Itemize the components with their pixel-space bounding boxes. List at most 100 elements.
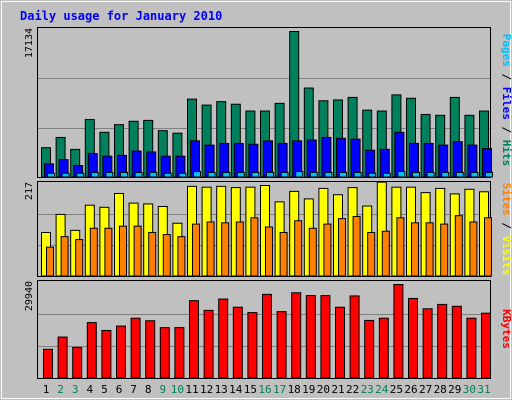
bar-kbytes-day-2 <box>57 336 68 379</box>
bar-sites-day-28 <box>440 223 449 277</box>
bar-sites-day-17 <box>279 231 288 277</box>
bar-pages-day-29 <box>455 171 464 178</box>
bar-sites-day-30 <box>469 221 478 277</box>
day-label-27: 27 <box>419 383 432 396</box>
legend-part-1-0: Sites <box>500 183 512 216</box>
bar-sites-day-12 <box>206 221 215 277</box>
day-label-30: 30 <box>463 383 476 396</box>
bar-pages-day-23 <box>368 172 377 178</box>
bar-kbytes-day-15 <box>247 312 258 379</box>
bar-sites-day-31 <box>484 217 492 277</box>
legend-part-0-4: Hits <box>500 140 512 167</box>
bar-sites-day-19 <box>308 227 317 277</box>
day-label-10: 10 <box>171 383 184 396</box>
bar-files-day-19 <box>306 139 317 178</box>
bar-pages-day-12 <box>207 171 216 178</box>
outer-bevel <box>1 1 511 399</box>
legend-kbytes: KBytes <box>500 309 512 349</box>
day-label-18: 18 <box>288 383 301 396</box>
bar-pages-day-14 <box>236 171 245 178</box>
bar-sites-day-5 <box>104 227 113 277</box>
day-label-25: 25 <box>390 383 403 396</box>
bar-files-day-20 <box>321 136 332 178</box>
bar-sites-day-9 <box>162 234 171 277</box>
day-label-17: 17 <box>273 383 286 396</box>
legend-part-0-0: Pages <box>500 34 512 67</box>
bar-pages-day-17 <box>280 171 289 178</box>
bar-pages-day-8 <box>149 171 158 178</box>
bar-pages-day-6 <box>120 171 128 178</box>
bar-pages-day-24 <box>382 172 391 178</box>
legend-part-0-1: / <box>500 67 512 87</box>
bar-kbytes-day-6 <box>116 325 126 379</box>
legend-part-0-2: Files <box>500 87 512 120</box>
bar-kbytes-day-12 <box>203 309 214 379</box>
day-label-11: 11 <box>185 383 198 396</box>
day-label-4: 4 <box>86 383 93 396</box>
day-label-15: 15 <box>244 383 257 396</box>
bar-sites-day-25 <box>396 217 405 277</box>
bar-pages-day-10 <box>178 172 187 178</box>
bar-kbytes-day-7 <box>130 317 141 379</box>
day-label-1: 1 <box>43 383 50 396</box>
bar-pages-day-3 <box>76 172 85 178</box>
day-label-7: 7 <box>130 383 137 396</box>
bar-files-day-16 <box>263 140 273 178</box>
legend-part-1-2: Visits <box>500 236 512 276</box>
bar-kbytes-day-1 <box>43 348 53 379</box>
bar-kbytes-day-14 <box>232 306 243 379</box>
bar-pages-day-2 <box>61 172 70 178</box>
bar-kbytes-day-28 <box>437 303 448 379</box>
bar-sites-day-11 <box>192 223 200 277</box>
legend-hits-files-pages: Pages / Files / Hits <box>500 34 512 167</box>
bar-kbytes-day-10 <box>174 327 185 379</box>
legend-part-0-3: / <box>500 120 512 140</box>
bar-sites-day-29 <box>454 215 463 277</box>
bar-sites-day-7 <box>133 225 142 277</box>
bar-pages-day-20 <box>324 171 333 178</box>
bar-pages-day-7 <box>134 171 143 178</box>
bar-sites-day-3 <box>75 239 84 277</box>
bar-kbytes-day-26 <box>408 297 418 379</box>
day-label-9: 9 <box>159 383 166 396</box>
bar-files-day-29 <box>452 141 463 178</box>
bar-kbytes-day-16 <box>262 293 272 379</box>
day-label-23: 23 <box>361 383 374 396</box>
bar-pages-day-1 <box>47 172 55 178</box>
bar-sites-day-16 <box>265 226 273 277</box>
bar-sites-day-15 <box>250 217 259 277</box>
bar-sites-day-1 <box>46 246 54 277</box>
bar-kbytes-day-11 <box>189 300 199 379</box>
bar-files-day-21 <box>336 137 346 178</box>
day-label-19: 19 <box>302 383 315 396</box>
chart-title: Daily usage for January 2010 <box>20 9 222 23</box>
bar-pages-day-21 <box>339 171 347 178</box>
bar-kbytes-day-19 <box>305 295 316 379</box>
bar-sites-day-21 <box>338 218 346 277</box>
bar-pages-day-16 <box>266 171 274 178</box>
bar-pages-day-25 <box>397 171 406 178</box>
bar-kbytes-day-27 <box>422 308 433 379</box>
bar-kbytes-day-31 <box>481 312 491 379</box>
bar-pages-day-19 <box>309 171 318 178</box>
day-label-6: 6 <box>116 383 123 396</box>
ymax-label-visits-sites: 217 <box>24 182 35 200</box>
bar-pages-day-15 <box>251 171 260 178</box>
bar-kbytes-day-4 <box>86 322 97 379</box>
day-label-26: 26 <box>404 383 417 396</box>
bar-pages-day-30 <box>470 171 479 178</box>
bar-kbytes-day-24 <box>378 317 389 379</box>
bar-sites-day-18 <box>294 220 303 277</box>
bar-pages-day-26 <box>412 171 420 178</box>
bar-pages-day-22 <box>353 171 362 178</box>
bar-pages-day-31 <box>485 171 493 178</box>
bar-kbytes-day-18 <box>291 292 302 379</box>
day-label-24: 24 <box>375 383 389 396</box>
day-label-14: 14 <box>229 383 243 396</box>
bar-kbytes-day-13 <box>218 298 229 379</box>
bar-kbytes-day-8 <box>145 320 156 379</box>
bar-pages-day-18 <box>295 171 304 178</box>
day-label-31: 31 <box>477 383 490 396</box>
bar-pages-day-11 <box>193 171 201 178</box>
